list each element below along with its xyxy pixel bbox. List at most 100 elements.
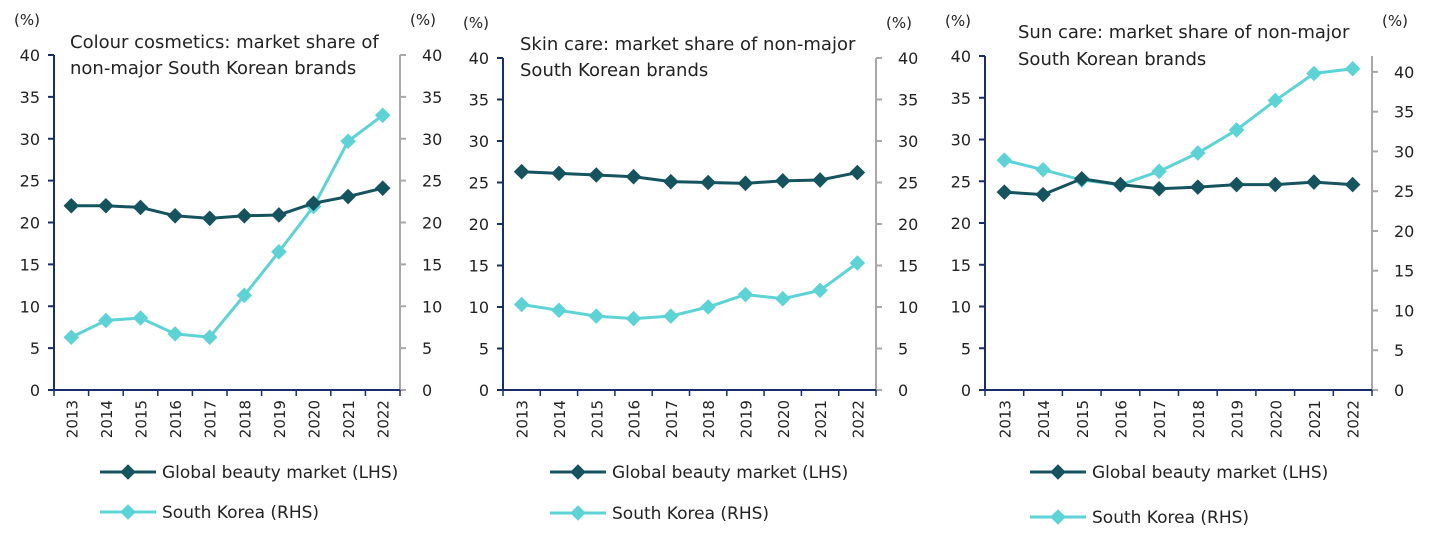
x-tick-label: 2015 bbox=[1074, 400, 1092, 438]
chart-title-line: South Korean brands bbox=[520, 60, 708, 81]
left-tick-label: 40 bbox=[20, 46, 40, 65]
data-point-global bbox=[513, 163, 530, 180]
data-point-global bbox=[812, 172, 828, 188]
data-point-south-korea bbox=[996, 152, 1013, 168]
left-tick-label: 30 bbox=[951, 131, 971, 150]
right-tick-label: 20 bbox=[1394, 222, 1414, 241]
x-tick-label: 2022 bbox=[1345, 400, 1363, 438]
data-point-global bbox=[1228, 176, 1245, 193]
x-tick-label: 2018 bbox=[700, 400, 718, 438]
data-point-global bbox=[737, 175, 754, 192]
legend-label: South Korea (RHS) bbox=[612, 504, 769, 524]
right-tick-label: 5 bbox=[422, 339, 432, 358]
right-tick-label: 0 bbox=[898, 381, 908, 400]
data-point-global bbox=[340, 188, 356, 205]
legend-label: Global beauty market (LHS) bbox=[612, 463, 848, 483]
right-tick-label: 30 bbox=[1394, 142, 1414, 161]
x-tick-label: 2014 bbox=[98, 400, 116, 438]
chart-title-line: Colour cosmetics: market share of bbox=[70, 32, 379, 53]
data-point-global bbox=[271, 207, 287, 223]
legend-swatch-marker bbox=[1050, 509, 1066, 525]
data-point-south-korea bbox=[1267, 92, 1284, 109]
data-point-south-korea bbox=[625, 310, 642, 327]
left-axis-unit: (%) bbox=[14, 11, 40, 29]
data-point-global bbox=[588, 167, 605, 183]
x-tick-label: 2014 bbox=[1035, 400, 1053, 438]
left-tick-label: 20 bbox=[951, 214, 971, 233]
left-tick-label: 25 bbox=[20, 172, 40, 191]
right-tick-label: 0 bbox=[422, 381, 432, 400]
data-point-global bbox=[1073, 170, 1090, 187]
data-point-global bbox=[236, 208, 253, 224]
series-line-south-korea bbox=[70, 114, 384, 339]
right-tick-label: 15 bbox=[1394, 262, 1414, 281]
left-tick-label: 30 bbox=[469, 132, 489, 151]
left-tick-label: 0 bbox=[479, 381, 489, 400]
data-point-global bbox=[374, 180, 391, 196]
data-point-south-korea bbox=[167, 326, 183, 342]
chart-title-line: South Korean brands bbox=[1018, 49, 1206, 70]
legend-swatch-marker bbox=[570, 505, 586, 521]
data-point-south-korea bbox=[63, 329, 80, 346]
data-point-south-korea bbox=[1306, 65, 1322, 82]
left-axis-unit: (%) bbox=[463, 14, 489, 32]
left-tick-label: 25 bbox=[469, 174, 489, 193]
x-tick-label: 2013 bbox=[996, 400, 1014, 438]
right-tick-label: 10 bbox=[1394, 301, 1414, 320]
data-point-south-korea bbox=[1228, 122, 1245, 138]
x-tick-label: 2021 bbox=[1306, 400, 1324, 438]
chart-title-line: non-major South Korean brands bbox=[70, 58, 356, 79]
right-tick-label: 15 bbox=[422, 255, 442, 274]
chart-panel-3: 0 5 10 15 20 25 30 35 40 0 5 10 15 20 25 30 35 40 (%) (%) 20… bbox=[945, 12, 1414, 528]
chart-panel-2: 0 5 10 15 20 25 30 35 40 0 5 10 15 20 25 30 35 40 (%) (%) 20… bbox=[463, 14, 918, 524]
x-tick-label: 2014 bbox=[551, 400, 569, 438]
series-line-global bbox=[71, 186, 384, 220]
data-point-south-korea bbox=[1151, 163, 1167, 180]
legend-label: South Korea (RHS) bbox=[1092, 508, 1249, 528]
data-point-south-korea bbox=[1035, 161, 1051, 178]
x-tick-label: 2021 bbox=[812, 400, 830, 438]
legend-swatch-marker bbox=[120, 504, 136, 520]
series-line-global bbox=[521, 170, 858, 185]
right-tick-label: 30 bbox=[898, 132, 918, 151]
series-line-south-korea bbox=[1003, 67, 1353, 187]
data-point-global bbox=[1035, 186, 1051, 203]
data-point-global bbox=[132, 199, 149, 216]
legend-swatch-marker bbox=[120, 464, 136, 480]
left-tick-label: 25 bbox=[951, 172, 971, 191]
right-axis-unit: (%) bbox=[410, 11, 436, 29]
legend-swatch-marker bbox=[570, 464, 586, 480]
data-point-south-korea bbox=[588, 308, 605, 324]
right-tick-label: 10 bbox=[898, 298, 918, 317]
x-tick-label: 2015 bbox=[588, 400, 606, 438]
left-tick-label: 40 bbox=[469, 49, 489, 68]
right-tick-label: 35 bbox=[422, 88, 442, 107]
left-tick-label: 15 bbox=[951, 256, 971, 275]
right-tick-label: 10 bbox=[422, 297, 442, 316]
data-point-global bbox=[1267, 176, 1284, 193]
right-tick-label: 40 bbox=[1394, 63, 1414, 82]
x-tick-label: 2019 bbox=[271, 400, 289, 438]
x-tick-label: 2015 bbox=[133, 400, 151, 438]
data-point-global bbox=[1344, 176, 1361, 193]
legend-label: South Korea (RHS) bbox=[162, 503, 319, 523]
right-tick-label: 20 bbox=[422, 214, 442, 233]
x-tick-label: 2022 bbox=[849, 400, 867, 438]
x-tick-label: 2017 bbox=[1151, 400, 1169, 438]
left-tick-label: 10 bbox=[20, 297, 40, 316]
data-point-south-korea bbox=[271, 244, 287, 260]
left-tick-label: 15 bbox=[469, 257, 489, 276]
right-tick-label: 0 bbox=[1394, 381, 1404, 400]
left-tick-label: 5 bbox=[479, 340, 489, 359]
data-point-south-korea bbox=[1190, 145, 1206, 161]
data-point-global bbox=[1190, 179, 1206, 195]
x-tick-label: 2013 bbox=[514, 400, 532, 438]
x-tick-label: 2019 bbox=[1229, 400, 1247, 438]
x-tick-label: 2021 bbox=[340, 400, 358, 438]
left-axis-unit: (%) bbox=[945, 12, 971, 30]
left-tick-label: 15 bbox=[20, 255, 40, 274]
data-point-global bbox=[700, 174, 716, 191]
x-tick-label: 2020 bbox=[775, 400, 793, 438]
data-point-south-korea bbox=[1344, 60, 1361, 77]
data-point-global bbox=[625, 168, 642, 185]
